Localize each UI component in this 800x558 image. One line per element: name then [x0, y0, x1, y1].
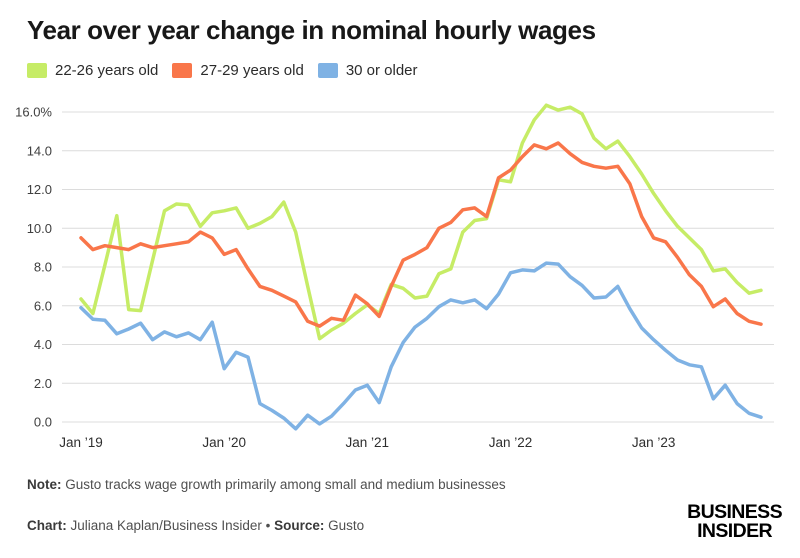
x-axis-tick-label: Jan ’21 — [346, 435, 390, 450]
legend-label-22-26: 22-26 years old — [55, 62, 159, 79]
note-text: Gusto tracks wage growth primarily among… — [61, 477, 506, 492]
source-text: Gusto — [324, 518, 365, 533]
x-axis-tick-label: Jan ’22 — [489, 435, 533, 450]
legend-item-27-29: 27-29 years old — [172, 62, 304, 79]
credit-label: Chart: — [27, 518, 67, 533]
legend-label-30-older: 30 or older — [345, 62, 418, 79]
x-axis-tick-label: Jan ’19 — [59, 435, 103, 450]
y-axis-tick-label: 2.0 — [34, 376, 52, 391]
source-label: Source: — [274, 518, 325, 533]
chart-canvas: 16.0% 14.0 12.0 10.0 8.0 6.0 4.0 2.0 0.0 Jan ’19 J… — [15, 103, 774, 450]
business-insider-logo: BUSINESS INSIDER — [687, 501, 782, 542]
line-22-26 — [79, 103, 763, 341]
chart-legend: 22-26 years old 27-29 years old 30 or ol… — [27, 62, 418, 79]
y-axis-tick-label: 4.0 — [34, 337, 52, 352]
chart-credit: Chart: Juliana Kaplan/Business Insider •… — [27, 518, 364, 533]
x-axis-tick-label: Jan ’23 — [632, 435, 676, 450]
x-axis-tick-label: Jan ’20 — [202, 435, 246, 450]
legend-item-22-26: 22-26 years old — [27, 62, 158, 79]
y-axis-tick-label: 0.0 — [34, 415, 52, 430]
chart-note: Note: Gusto tracks wage growth primarily… — [27, 477, 506, 492]
y-axis-tick-label: 14.0 — [27, 143, 52, 158]
y-axis-tick-label: 10.0 — [27, 221, 52, 236]
legend-swatch-30-older-icon — [317, 63, 338, 78]
y-axis-tick-label: 16.0% — [15, 105, 52, 120]
credit-text: Juliana Kaplan/Business Insider • — [66, 518, 275, 533]
legend-label-27-29: 27-29 years old — [200, 62, 304, 79]
y-axis-tick-label: 12.0 — [27, 182, 52, 197]
y-axis-tick-label: 8.0 — [34, 260, 52, 275]
legend-item-30-older: 30 or older — [317, 62, 418, 79]
line-27-29 — [79, 141, 763, 328]
legend-swatch-27-29-icon — [172, 63, 193, 78]
legend-swatch-22-26-icon — [27, 63, 47, 78]
line-30-older — [79, 261, 763, 431]
logo-line-2: INSIDER — [697, 520, 773, 542]
note-label: Note: — [27, 477, 62, 492]
logo-line-1: BUSINESS — [687, 501, 782, 523]
y-axis-tick-label: 6.0 — [34, 298, 52, 313]
page-title: Year over year change in nominal hourly … — [27, 15, 596, 45]
wage-growth-line-chart: 16.0% 14.0 12.0 10.0 8.0 6.0 4.0 2.0 0.0 Jan ’19 J… — [0, 95, 800, 460]
